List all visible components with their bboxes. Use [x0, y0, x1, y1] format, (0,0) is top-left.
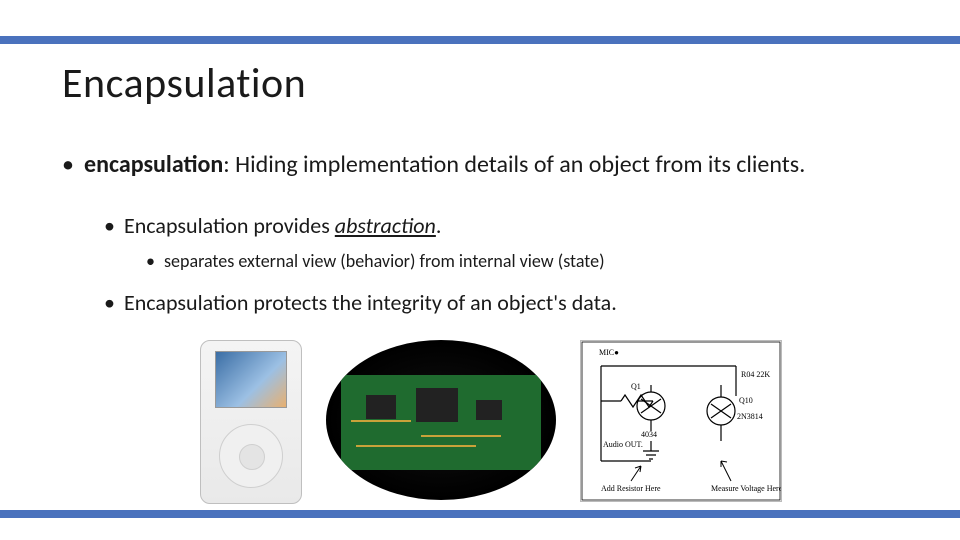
- definition-text: : Hiding implementation details of an ob…: [223, 150, 805, 179]
- abstraction-em: abstraction: [335, 212, 436, 239]
- abstraction-pre: Encapsulation provides: [124, 212, 335, 239]
- bullet-main: encapsulation: Hiding implementation det…: [62, 150, 910, 181]
- image-row: MIC● Q1 Q10 4034 2N3814 R04 22K Audio OU…: [200, 340, 782, 504]
- image-schematic: MIC● Q1 Q10 4034 2N3814 R04 22K Audio OU…: [580, 340, 782, 502]
- schem-top: MIC●: [599, 348, 619, 357]
- ipod-icon: [200, 340, 302, 504]
- schem-note2: Measure Voltage Here: [711, 484, 781, 493]
- term: encapsulation: [84, 150, 223, 179]
- accent-rule-bottom: [0, 510, 960, 518]
- image-ipod: [200, 340, 302, 504]
- bullet-abstraction: Encapsulation provides abstraction.: [104, 211, 910, 241]
- schem-part1: 4034: [641, 430, 657, 439]
- schem-q10: Q10: [739, 396, 753, 405]
- pcb-icon: [326, 340, 556, 500]
- schem-note1: Add Resistor Here: [601, 484, 661, 493]
- schem-q1: Q1: [631, 382, 641, 391]
- slide-title: Encapsulation: [62, 58, 306, 109]
- schem-r1: R04 22K: [741, 370, 770, 379]
- schem-part2: 2N3814: [737, 412, 763, 421]
- bullet-separates: separates external view (behavior) from …: [146, 250, 910, 273]
- accent-rule-top: [0, 36, 960, 44]
- abstraction-post: .: [436, 212, 442, 239]
- schematic-icon: MIC● Q1 Q10 4034 2N3814 R04 22K Audio OU…: [580, 340, 782, 502]
- schem-audio: Audio OUT.: [603, 440, 643, 449]
- bullet-integrity: Encapsulation protects the integrity of …: [104, 288, 910, 318]
- slide-content: encapsulation: Hiding implementation det…: [62, 150, 910, 327]
- ipod-wheel: [219, 424, 283, 488]
- slide: Encapsulation encapsulation: Hiding impl…: [0, 0, 960, 540]
- ipod-screen: [215, 351, 287, 408]
- image-pcb: [326, 340, 556, 500]
